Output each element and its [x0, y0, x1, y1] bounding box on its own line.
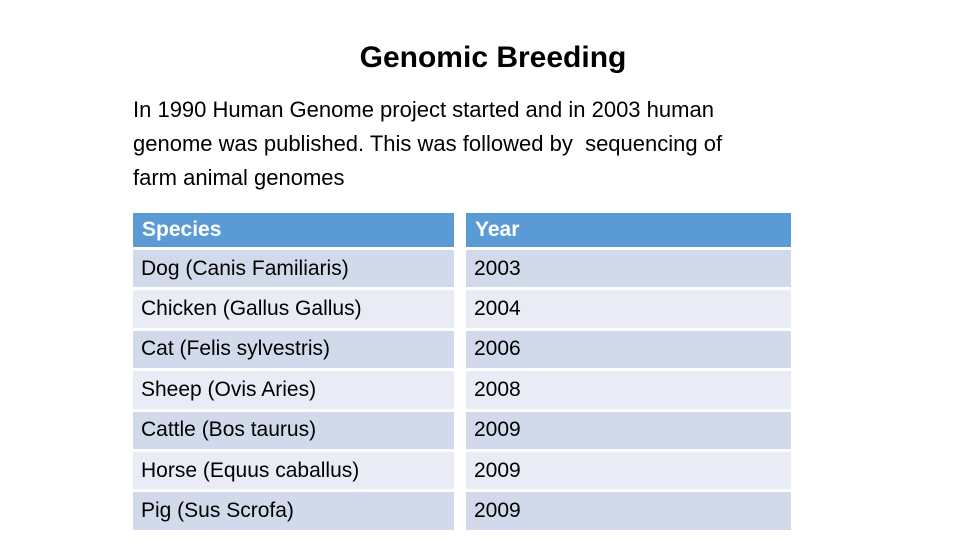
paragraph-line: farm animal genomes	[133, 165, 345, 190]
species-table-body: Dog (Canis Familiaris) 2003 Chicken (Gallu…	[133, 247, 791, 530]
column-divider	[454, 213, 466, 247]
table-row: Cat (Felis sylvestris) 2006	[133, 327, 791, 369]
table-header-row: Species Year	[133, 213, 791, 247]
column-divider	[454, 250, 466, 288]
column-divider	[454, 290, 466, 328]
year-cell: 2006	[466, 330, 791, 369]
table-row: Dog (Canis Familiaris) 2003	[133, 247, 791, 288]
year-cell: 2009	[466, 411, 791, 449]
column-divider	[454, 330, 466, 369]
species-cell: Cat (Felis sylvestris)	[133, 330, 454, 369]
table-row: Sheep (Ovis Aries) 2008	[133, 368, 791, 409]
column-divider	[454, 492, 466, 530]
column-divider	[454, 411, 466, 449]
year-cell: 2009	[466, 451, 791, 490]
species-cell: Dog (Canis Familiaris)	[133, 250, 454, 288]
species-cell: Sheep (Ovis Aries)	[133, 371, 454, 409]
year-cell: 2003	[466, 250, 791, 288]
species-cell: Chicken (Gallus Gallus)	[133, 290, 454, 328]
species-cell: Pig (Sus Scrofa)	[133, 492, 454, 530]
year-header-cell: Year	[466, 213, 791, 247]
paragraph-line: genome was published. This was followed …	[133, 131, 723, 156]
species-table: Species Year Dog (Canis Familiaris) 2003 C…	[133, 213, 791, 530]
table-row: Chicken (Gallus Gallus) 2004	[133, 287, 791, 328]
column-divider	[454, 371, 466, 409]
species-cell: Cattle (Bos taurus)	[133, 411, 454, 449]
year-cell: 2009	[466, 492, 791, 530]
intro-paragraph: In 1990 Human Genome project started and…	[133, 93, 853, 195]
column-divider	[454, 451, 466, 490]
slide-title: Genomic Breeding	[359, 41, 627, 74]
year-cell: 2008	[466, 371, 791, 409]
species-cell: Horse (Equus caballus)	[133, 451, 454, 490]
paragraph-line: In 1990 Human Genome project started and…	[133, 97, 714, 122]
table-row: Cattle (Bos taurus) 2009	[133, 408, 791, 449]
year-cell: 2004	[466, 290, 791, 328]
table-row: Horse (Equus caballus) 2009	[133, 448, 791, 490]
species-header-cell: Species	[133, 213, 454, 247]
table-row: Pig (Sus Scrofa) 2009	[133, 489, 791, 530]
